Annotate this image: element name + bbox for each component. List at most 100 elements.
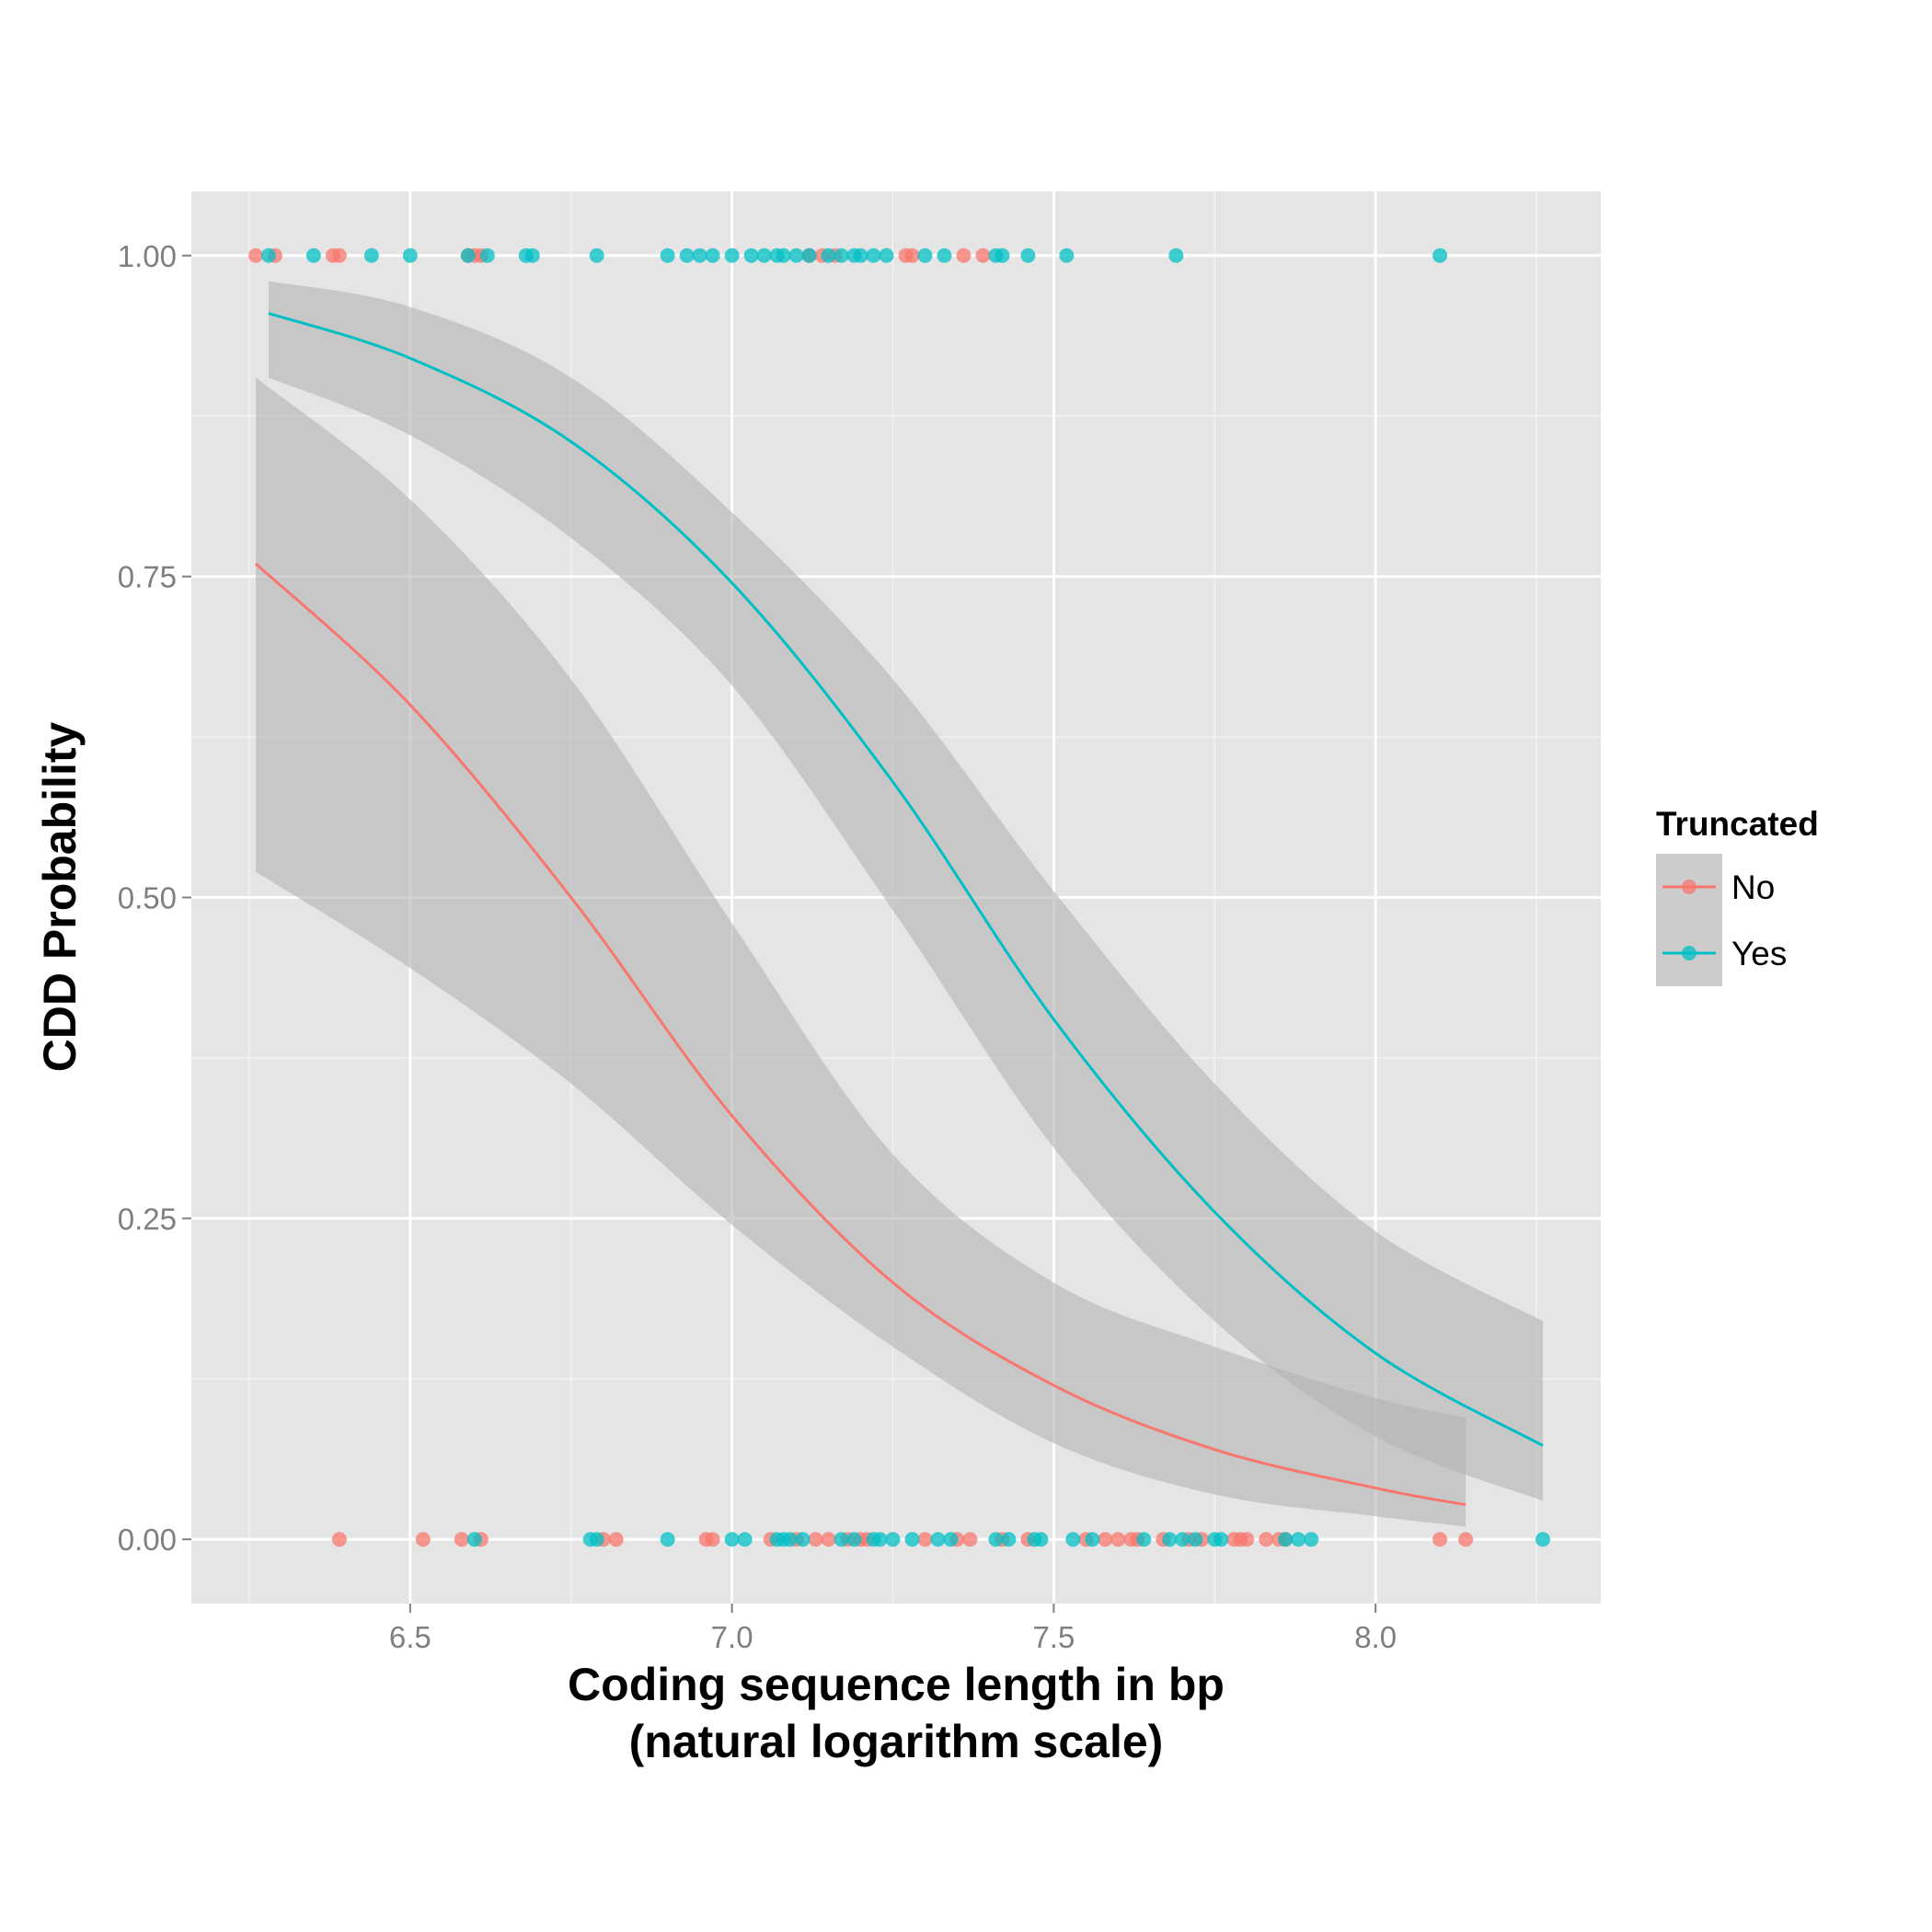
point-yes	[801, 247, 817, 263]
point-yes	[660, 247, 675, 263]
point-yes	[479, 247, 495, 263]
point-yes	[821, 247, 836, 263]
point-yes	[1432, 247, 1448, 263]
fit-line-no	[254, 562, 1466, 1507]
legend-point-yes	[1682, 946, 1696, 960]
confidence-ribbons	[255, 281, 1544, 1527]
point-no	[247, 247, 263, 263]
legend-title: Truncated	[1656, 805, 1819, 843]
y-tick-label: 0.75	[118, 560, 177, 594]
point-yes	[782, 1532, 798, 1547]
y-axis-title: CDD Probability	[34, 722, 86, 1073]
point-yes	[466, 1532, 482, 1547]
point-yes	[943, 1532, 959, 1547]
point-no	[1259, 1532, 1274, 1547]
point-yes	[1291, 1532, 1306, 1547]
y-axis: 0.00 0.25 0.50 0.75 1.00	[118, 239, 191, 1557]
point-no	[1432, 1532, 1448, 1547]
point-yes	[363, 247, 379, 263]
fit-lines	[254, 312, 1544, 1507]
x-tick-label: 8.0	[1354, 1620, 1397, 1654]
fit-line-yes	[268, 312, 1544, 1447]
point-yes	[1136, 1532, 1152, 1547]
point-yes	[917, 247, 933, 263]
point-yes	[866, 247, 881, 263]
point-yes	[1001, 1532, 1017, 1547]
point-yes	[1304, 1532, 1319, 1547]
point-yes	[788, 247, 804, 263]
point-no	[331, 1532, 347, 1547]
point-no	[331, 247, 347, 263]
point-yes	[1065, 1532, 1081, 1547]
point-yes	[524, 247, 540, 263]
point-yes	[460, 247, 476, 263]
ribbon-no	[255, 377, 1466, 1527]
point-yes	[846, 1532, 862, 1547]
point-yes	[589, 1532, 604, 1547]
point-yes	[705, 247, 720, 263]
point-yes	[1033, 1532, 1049, 1547]
point-yes	[834, 1532, 849, 1547]
point-yes	[743, 247, 759, 263]
point-no	[917, 1532, 933, 1547]
point-no	[454, 1532, 469, 1547]
point-no	[821, 1532, 836, 1547]
point-yes	[1162, 1532, 1178, 1547]
point-yes	[756, 247, 772, 263]
point-yes	[1168, 247, 1184, 263]
y-tick-label: 1.00	[118, 239, 177, 273]
x-tick-label: 7.0	[711, 1620, 753, 1654]
point-yes	[1085, 1532, 1100, 1547]
point-yes	[988, 1532, 1004, 1547]
point-yes	[853, 247, 868, 263]
x-axis: 6.5 7.0 7.5 8.0	[389, 1604, 1397, 1654]
point-yes	[995, 247, 1010, 263]
x-axis-title-line2: (natural logarithm scale)	[629, 1716, 1164, 1767]
point-yes	[260, 247, 276, 263]
point-yes	[930, 1532, 946, 1547]
legend-point-no	[1682, 880, 1696, 894]
point-yes	[834, 247, 849, 263]
y-tick-label: 0.00	[118, 1523, 177, 1557]
legend: Truncated No Yes	[1656, 805, 1819, 986]
x-axis-title-line1: Coding sequence length in bp	[568, 1659, 1225, 1710]
point-yes	[1059, 247, 1075, 263]
point-yes	[1278, 1532, 1294, 1547]
point-no	[956, 247, 972, 263]
point-yes	[776, 247, 791, 263]
point-no	[975, 247, 991, 263]
point-yes	[692, 247, 707, 263]
x-tick-label: 6.5	[389, 1620, 431, 1654]
point-yes	[879, 247, 894, 263]
point-no	[962, 1532, 978, 1547]
point-no	[415, 1532, 431, 1547]
point-yes	[1188, 1532, 1203, 1547]
data-points	[247, 247, 1551, 1547]
point-yes	[1175, 1532, 1190, 1547]
point-yes	[679, 247, 695, 263]
point-yes	[872, 1532, 888, 1547]
legend-label-no: No	[1731, 868, 1775, 906]
point-no	[904, 247, 920, 263]
point-yes	[737, 1532, 753, 1547]
point-no	[808, 1532, 823, 1547]
point-yes	[1213, 1532, 1229, 1547]
point-yes	[904, 1532, 920, 1547]
point-no	[1239, 1532, 1255, 1547]
y-tick-label: 0.50	[118, 881, 177, 915]
point-no	[1110, 1532, 1126, 1547]
y-tick-label: 0.25	[118, 1202, 177, 1236]
legend-item-yes: Yes	[1656, 920, 1787, 986]
point-no	[705, 1532, 720, 1547]
ribbon-yes	[268, 281, 1544, 1501]
point-yes	[1020, 247, 1036, 263]
point-yes	[305, 247, 321, 263]
point-yes	[1535, 1532, 1551, 1547]
point-no	[1098, 1532, 1113, 1547]
point-yes	[724, 1532, 740, 1547]
point-yes	[589, 247, 604, 263]
x-tick-label: 7.5	[1032, 1620, 1075, 1654]
point-yes	[724, 247, 740, 263]
point-no	[1458, 1532, 1474, 1547]
